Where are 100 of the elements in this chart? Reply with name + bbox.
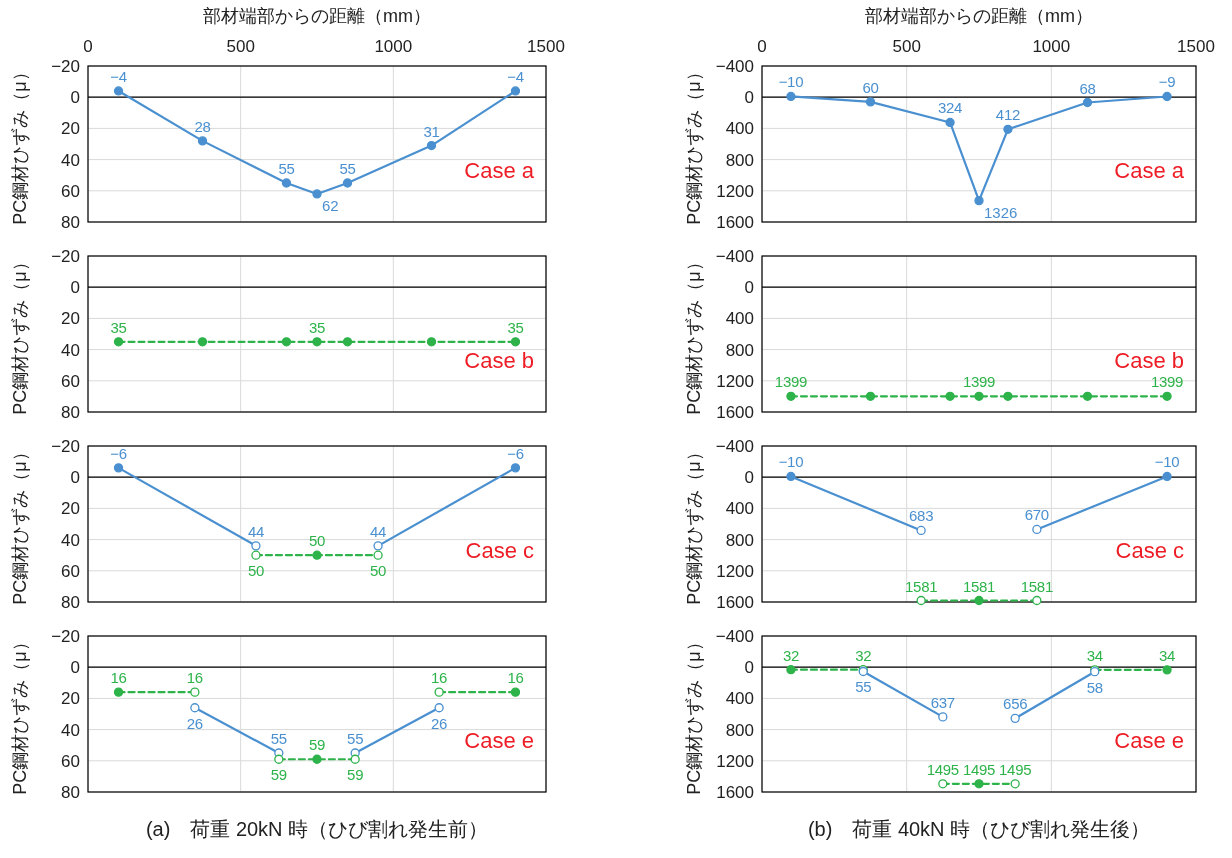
data-label: 1495 [926,760,959,778]
y-tick-label: 80 [61,783,80,802]
data-label: −10 [1154,453,1180,471]
y-tick-label: −400 [715,627,754,646]
data-label: 35 [308,318,326,336]
y-tick-label: 60 [61,751,80,771]
data-label: 35 [507,318,524,336]
y-tick-label: 400 [725,499,754,519]
data-label: 26 [431,714,448,732]
y-axis-title: PC鋼材ひずみ（μ） [684,443,704,605]
annotation: Case a [1114,158,1185,184]
y-tick-label: −400 [715,57,754,76]
point [312,550,322,560]
data-label: 683 [909,507,934,525]
data-label: 55 [347,730,364,747]
data-label: 35 [110,318,127,336]
data-label: −9 [1158,73,1176,91]
y-axis-title: PC鋼材ひずみ（μ） [10,253,30,415]
y-tick-label: 0 [70,88,80,108]
y-tick-label: 1600 [716,783,754,802]
y-tick-label: 80 [61,593,80,612]
annotation: Case b [464,348,534,374]
data-label: 26 [186,714,203,732]
data-label: 412 [995,106,1020,124]
data-label: 1495 [999,760,1032,778]
x-axis-title: 部材端部からの距離（mm） [203,6,431,26]
y-axis-title: PC鋼材ひずみ（μ） [684,633,704,795]
y-tick-label: 0 [744,468,754,488]
data-label: 50 [308,532,326,550]
x-tick-label: 500 [892,37,921,56]
data-label: 1326 [984,203,1018,221]
y-tick-label: 1200 [716,751,754,771]
y-tick-label: 1200 [716,561,754,581]
point [1082,97,1093,108]
y-tick-label: −20 [51,247,80,266]
y-tick-label: 60 [61,561,80,581]
x-tick-label: 1500 [1177,37,1215,56]
data-label: −10 [778,453,804,471]
data-label: 28 [194,117,211,135]
data-label: 1581 [1020,577,1053,595]
data-label: 324 [938,99,963,117]
data-label: 1581 [905,577,938,595]
point [426,140,437,151]
point [373,550,383,560]
point [938,779,948,789]
y-tick-label: 40 [61,720,80,740]
data-label: 32 [782,646,799,664]
y-tick-label: 800 [725,720,754,740]
point [1003,124,1013,134]
x-tick-label: 0 [757,37,767,56]
data-label: 44 [247,522,264,540]
point [1010,779,1020,789]
y-tick-label: 0 [744,88,754,108]
y-tick-label: 400 [725,689,754,709]
data-label: 59 [347,766,364,784]
y-tick-label: 0 [70,278,80,298]
annotation: Case e [464,728,534,754]
x-tick-label: 0 [83,37,93,56]
x-tick-label: 1000 [1032,37,1071,56]
data-label: −4 [507,67,524,85]
annotation: Case c [465,538,534,564]
data-label: 34 [1159,646,1176,664]
y-tick-label: 60 [61,181,80,201]
point [786,91,796,102]
y-tick-label: 0 [70,658,80,678]
data-label: 31 [423,122,440,140]
point [938,712,948,722]
x-tick-label: 500 [226,37,255,56]
y-tick-label: 1600 [716,403,754,422]
point [312,189,322,199]
y-tick-label: 0 [744,658,754,678]
annotation: Case b [1114,348,1184,374]
data-label: 16 [186,669,203,687]
text: (a) 荷重 20kN 時（ひび割れ発生前） [145,818,489,840]
point [1010,713,1020,724]
data-label: 55 [270,730,287,747]
data-label: 670 [1024,506,1049,524]
point [350,754,360,764]
data-label: −6 [110,444,127,462]
data-label: 44 [370,522,387,540]
y-tick-label: −20 [51,437,80,456]
point [274,754,284,764]
x-tick-label: 1000 [374,37,413,56]
data-label: 1399 [962,373,996,391]
point [113,86,124,96]
y-tick-label: 800 [725,150,754,170]
y-tick-label: 1200 [716,371,754,391]
point [197,136,208,146]
data-label: 34 [1086,646,1103,664]
y-tick-label: 20 [61,309,80,329]
point [945,117,955,128]
y-tick-label: 1200 [716,181,754,201]
point [434,703,444,713]
data-label: 1581 [962,577,996,595]
y-axis-title: PC鋼材ひずみ（μ） [10,63,30,225]
y-tick-label: 1600 [716,593,754,612]
data-label: 60 [862,78,879,96]
data-label: 59 [308,736,326,754]
y-tick-label: 40 [61,530,80,550]
data-label: 55 [339,160,356,177]
